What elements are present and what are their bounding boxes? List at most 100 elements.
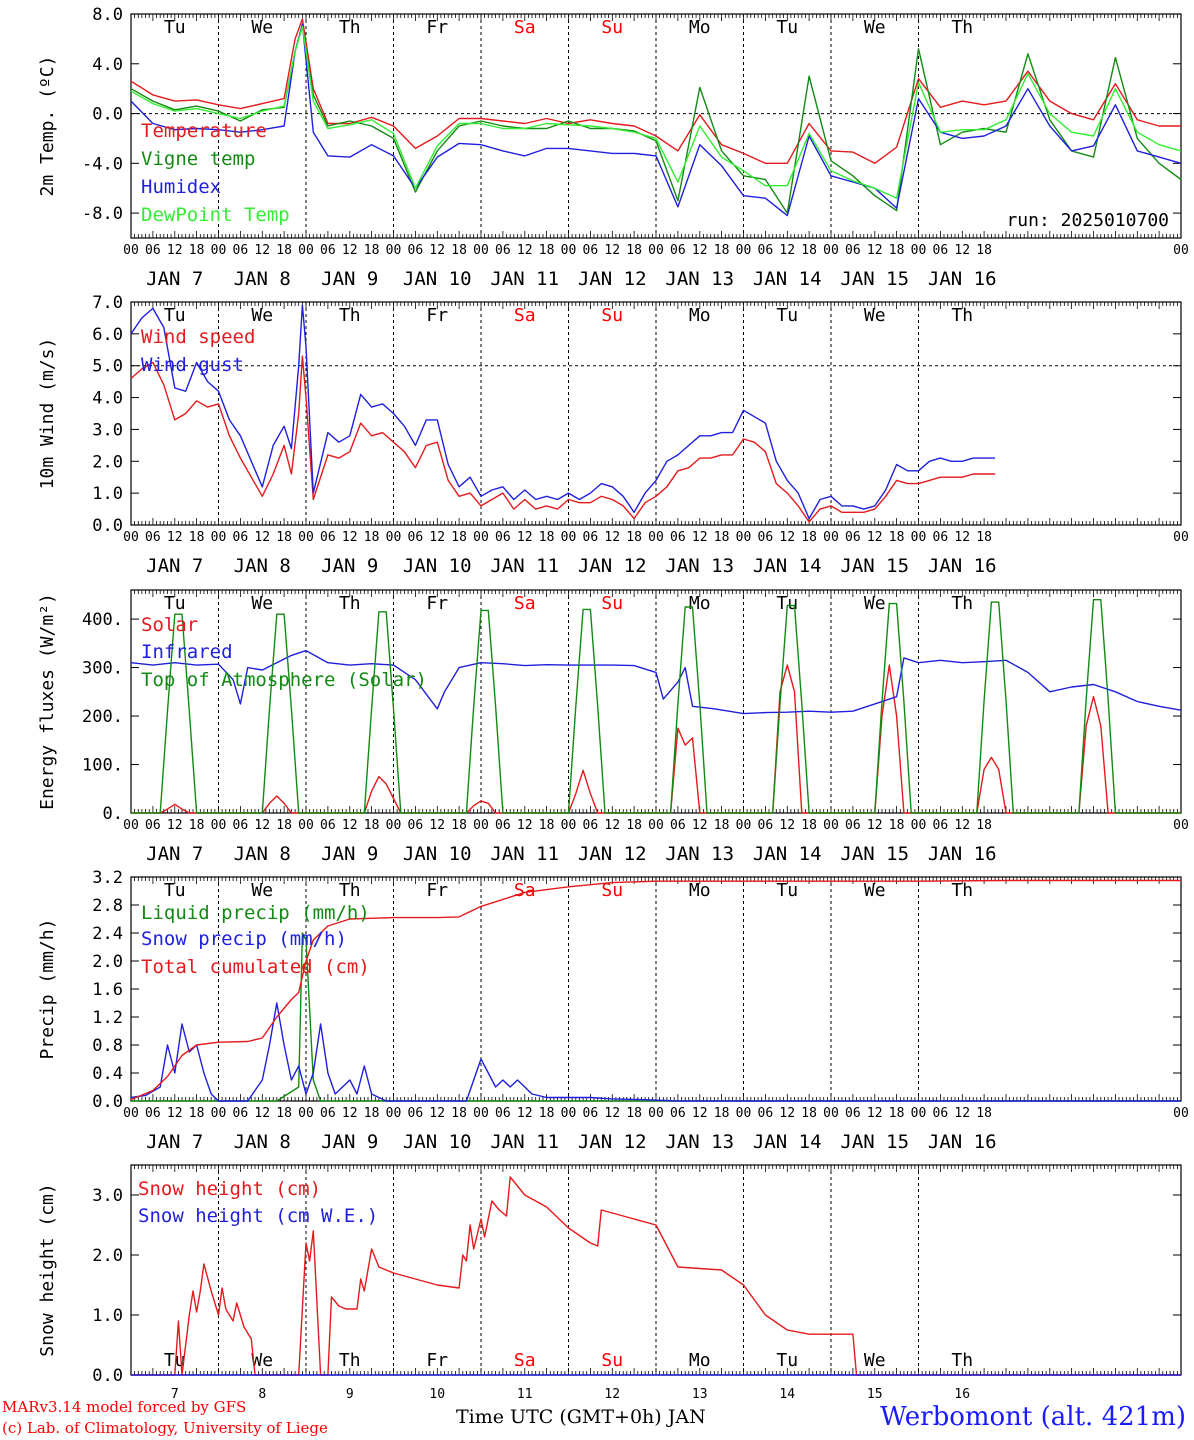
hour-label: 18 — [889, 1106, 905, 1121]
y-tick-label: 0.8 — [92, 1036, 123, 1056]
weekday-label: Tu — [776, 305, 798, 326]
hour-label: 00 — [823, 1106, 839, 1121]
date-label: JAN 12 — [578, 843, 647, 865]
hour-label: 00 — [473, 1106, 489, 1121]
hour-label: 06 — [495, 243, 511, 258]
hour-label: 00 — [211, 530, 227, 545]
hour-label: 06 — [233, 530, 249, 545]
hour-label: 00 — [473, 243, 489, 258]
hour-label: 18 — [801, 530, 817, 545]
hour-label: 00 — [298, 818, 314, 833]
date-label: JAN 14 — [753, 268, 822, 290]
date-label: JAN 9 — [321, 1131, 378, 1153]
y-tick-label: 8.0 — [92, 5, 123, 25]
hour-label: 06 — [933, 1106, 949, 1121]
weekday-label: Fr — [426, 305, 448, 326]
hour-label: 06 — [583, 243, 599, 258]
weekday-label: We — [251, 593, 273, 614]
hour-label: 18 — [626, 530, 642, 545]
plot-frame — [130, 301, 1182, 526]
date-label: JAN 11 — [490, 1131, 559, 1153]
hour-label: 00 — [823, 243, 839, 258]
hour-label: 12 — [604, 530, 620, 545]
hour-label: 06 — [758, 530, 774, 545]
model-credit: MARv3.14 model forced by GFS — [2, 1398, 247, 1416]
day-number-label: 13 — [692, 1387, 708, 1402]
date-label: JAN 11 — [490, 843, 559, 865]
hour-label: 18 — [451, 818, 467, 833]
hour-label: 18 — [626, 243, 642, 258]
hour-label: 12 — [954, 1106, 970, 1121]
date-label: JAN 12 — [578, 268, 647, 290]
hour-label: 00 — [736, 1106, 752, 1121]
date-label: JAN 14 — [753, 843, 822, 865]
weekday-label: Th — [951, 17, 973, 38]
hour-label: 00 — [298, 530, 314, 545]
hour-label: 06 — [408, 1106, 424, 1121]
weekday-label: Tu — [164, 305, 186, 326]
y-tick-label: 2.0 — [92, 452, 123, 472]
hour-label: 12 — [867, 1106, 883, 1121]
hour-label: 12 — [692, 1106, 708, 1121]
weekday-label: We — [864, 593, 886, 614]
series-line — [130, 879, 1181, 1101]
hour-label: 00 — [648, 1106, 664, 1121]
hour-label: 12 — [779, 530, 795, 545]
hour-label: 06 — [933, 243, 949, 258]
y-axis-label: Energy fluxes (W/m²) — [37, 593, 58, 810]
hour-label: 18 — [189, 530, 205, 545]
date-label: JAN 16 — [928, 268, 997, 290]
date-label: JAN 14 — [753, 555, 822, 577]
weekday-label: Su — [601, 1350, 623, 1371]
hour-label: 12 — [954, 530, 970, 545]
hour-label: 00 — [561, 818, 577, 833]
hour-label: 18 — [801, 1106, 817, 1121]
weekday-label: Th — [951, 880, 973, 901]
hour-label: 00 — [648, 530, 664, 545]
y-tick-label: 2.4 — [92, 924, 123, 944]
date-label: JAN 7 — [146, 843, 203, 865]
hour-label: 18 — [364, 818, 380, 833]
hour-label: 00 — [561, 530, 577, 545]
hour-label: 06 — [583, 1106, 599, 1121]
hour-label: 00 — [211, 1106, 227, 1121]
hour-label: 18 — [364, 243, 380, 258]
hour-label: 18 — [801, 243, 817, 258]
series-line — [130, 25, 1182, 199]
hour-label: 06 — [758, 1106, 774, 1121]
hour-label: 06 — [408, 243, 424, 258]
hour-label: 12 — [254, 243, 270, 258]
hour-label: 06 — [670, 530, 686, 545]
y-tick-label: 4.0 — [92, 55, 123, 75]
hour-label: 18 — [276, 530, 292, 545]
hour-label: 12 — [692, 530, 708, 545]
hour-label: 00 — [736, 243, 752, 258]
date-label: JAN 16 — [928, 1131, 997, 1153]
weekday-label: Sa — [514, 880, 536, 901]
hour-label: 18 — [976, 530, 992, 545]
weekday-label: Th — [951, 1350, 973, 1371]
y-tick-label: 7.0 — [92, 293, 123, 313]
weekday-label: Fr — [426, 1350, 448, 1371]
panel-1: 8.0 4.0 0.0 -4.0 -8.0 2m Temp. (ºC) Tu We Th Fr Sa… — [37, 5, 1189, 290]
date-label: JAN 15 — [840, 1131, 909, 1153]
weekday-label: Th — [339, 305, 361, 326]
date-label: JAN 8 — [234, 268, 291, 290]
weekday-label: Mo — [689, 305, 711, 326]
hour-label: 00 — [1173, 530, 1189, 545]
date-label: JAN 15 — [840, 555, 909, 577]
hour-label: 06 — [845, 1106, 861, 1121]
hour-label: 12 — [692, 818, 708, 833]
y-tick-label: 0.0 — [92, 105, 123, 125]
y-axis-label: Precip (mm/h) — [37, 919, 58, 1060]
legend-entry: Liquid precip (mm/h) — [141, 902, 370, 924]
hour-label: 06 — [233, 818, 249, 833]
hour-label: 18 — [276, 1106, 292, 1121]
hour-label: 06 — [583, 530, 599, 545]
weekday-label: Su — [601, 880, 623, 901]
day-number-label: 8 — [258, 1387, 266, 1402]
hour-label: 00 — [911, 530, 927, 545]
weekday-label: Th — [339, 1350, 361, 1371]
legend-entry: Solar — [141, 614, 198, 636]
weekday-label: We — [864, 880, 886, 901]
